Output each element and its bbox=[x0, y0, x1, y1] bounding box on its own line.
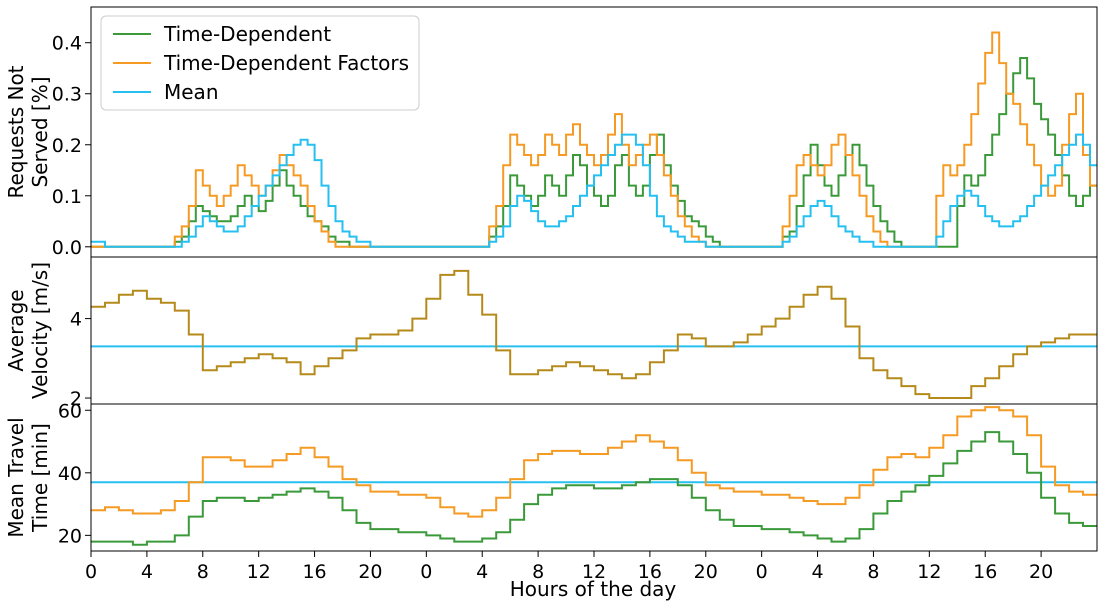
y-axis-label-line: Time [min] bbox=[28, 423, 52, 533]
y-tick-label: 4 bbox=[70, 309, 82, 331]
x-tick-label: 8 bbox=[532, 561, 544, 583]
x-tick-label: 8 bbox=[197, 561, 209, 583]
x-tick-label: 12 bbox=[917, 561, 941, 583]
y-tick-label: 60 bbox=[58, 400, 82, 422]
y-tick-label: 0.4 bbox=[52, 33, 82, 55]
x-tick-label: 12 bbox=[247, 561, 271, 583]
y-tick-label: 0.3 bbox=[52, 84, 82, 106]
x-tick-label: 4 bbox=[812, 561, 824, 583]
x-tick-label: 20 bbox=[358, 561, 382, 583]
series-mean-line bbox=[91, 133, 1097, 248]
y-axis-label-line: Mean Travel bbox=[4, 417, 28, 537]
y-axis-label-line: Average bbox=[4, 289, 28, 371]
y-axis-label-line: Velocity [m/s] bbox=[28, 262, 52, 399]
x-tick-label: 16 bbox=[302, 561, 326, 583]
legend-entry: Time-Dependent bbox=[163, 22, 331, 46]
x-axis-label: Hours of the day bbox=[510, 577, 677, 601]
x-tick-label: 0 bbox=[756, 561, 768, 583]
y-tick-label: 0.1 bbox=[52, 186, 82, 208]
x-tick-label: 12 bbox=[582, 561, 606, 583]
series-time-dependent-line bbox=[91, 269, 1097, 399]
requests-panel: 0.0 0.1 0.2 0.3 0.4 Requests Not Served [%] Tim… bbox=[4, 6, 1098, 259]
plot-area bbox=[91, 269, 1097, 399]
legend: Time-Dependent Time-Dependent Factors Mean bbox=[100, 15, 420, 111]
x-tick-label: 20 bbox=[694, 561, 718, 583]
y-tick-label: 40 bbox=[58, 463, 82, 485]
velocity-panel: 2 4 Average Velocity [m/s] bbox=[4, 256, 1098, 410]
plot-area bbox=[91, 31, 1097, 248]
series-time-dependent-line bbox=[91, 431, 1097, 546]
x-tick-label: 4 bbox=[141, 561, 153, 583]
x-tick-label: 20 bbox=[1029, 561, 1053, 583]
plot-area bbox=[91, 406, 1097, 546]
x-tick-label: 16 bbox=[638, 561, 662, 583]
x-tick-label: 16 bbox=[973, 561, 997, 583]
x-tick-label: 0 bbox=[85, 561, 97, 583]
axes-frame bbox=[90, 403, 1098, 552]
x-tick-label: 0 bbox=[420, 561, 432, 583]
y-axis-label-line: Requests Not bbox=[4, 65, 28, 198]
legend-box bbox=[100, 15, 420, 111]
y-tick-label: 20 bbox=[58, 525, 82, 547]
legend-entry: Time-Dependent Factors bbox=[163, 51, 409, 75]
x-tick-label: 4 bbox=[476, 561, 488, 583]
y-tick-label: 0.0 bbox=[52, 237, 82, 259]
x-tick-label: 8 bbox=[867, 561, 879, 583]
series-time-dependent-factors-line bbox=[91, 406, 1097, 518]
axes-frame bbox=[90, 256, 1098, 405]
y-tick-label: 0.2 bbox=[52, 135, 82, 157]
legend-entry: Mean bbox=[164, 80, 219, 104]
y-tick-label: 2 bbox=[70, 388, 82, 410]
y-axis-label-line: Served [%] bbox=[28, 76, 52, 187]
